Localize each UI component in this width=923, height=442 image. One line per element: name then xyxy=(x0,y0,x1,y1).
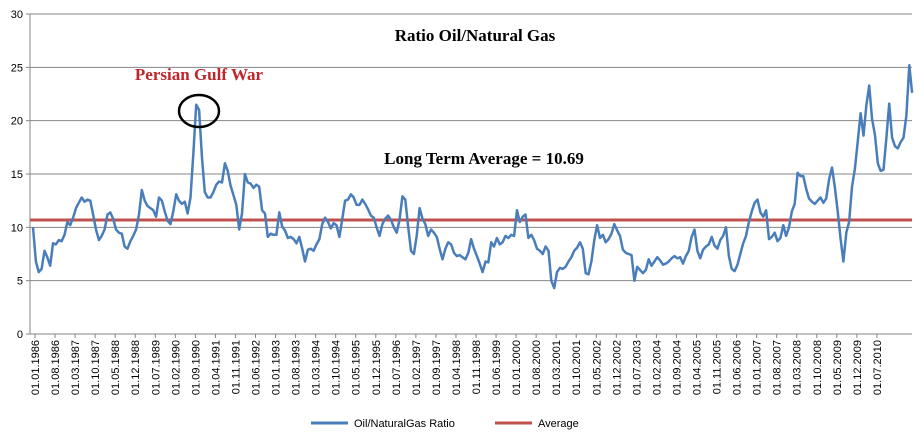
x-tick-label: 01.01.2000 xyxy=(511,340,523,395)
x-tick-label: 01.07.2003 xyxy=(631,340,643,395)
x-tick-label: 01.12.1995 xyxy=(371,340,383,395)
x-tick-label: 01.11.2005 xyxy=(712,340,724,394)
legend-label-average: Average xyxy=(538,418,579,430)
x-tick-label: 01.09.1997 xyxy=(431,340,443,395)
y-tick-label: 30 xyxy=(11,9,23,21)
x-axis-ticks: 01.01.1986 01.08.1986 01.03.1987 01.10.1987… xyxy=(30,334,884,395)
x-tick-label: 01.10.1987 xyxy=(90,340,102,395)
x-tick-label: 01.03.2001 xyxy=(551,340,563,395)
x-tick-label: 01.01.1986 xyxy=(30,340,42,395)
x-tick-label: 01.11.1991 xyxy=(230,340,242,394)
x-tick-label: 01.10.2008 xyxy=(812,340,824,395)
x-tick-label: 01.08.1986 xyxy=(50,340,62,395)
x-tick-label: 01.01.1993 xyxy=(271,340,283,395)
x-tick-label: 01.04.1991 xyxy=(210,340,222,395)
y-tick-label: 0 xyxy=(17,329,23,341)
x-tick-label: 01.12.2009 xyxy=(852,340,864,395)
x-tick-label: 01.12.2002 xyxy=(611,340,623,395)
x-tick-label: 01.04.1998 xyxy=(451,340,463,395)
long-term-average-label: Long Term Average = 10.69 xyxy=(384,149,584,168)
x-tick-label: 01.02.1997 xyxy=(411,340,423,395)
x-tick-label: 01.06.1992 xyxy=(251,340,263,395)
ratio-series xyxy=(31,63,914,290)
persian-gulf-war-circle xyxy=(177,93,221,129)
x-tick-label: 01.10.2001 xyxy=(571,340,583,395)
legend-label-ratio: Oil/NaturalGas Ratio xyxy=(354,418,455,430)
x-tick-label: 01.05.1988 xyxy=(110,340,122,395)
x-tick-label: 01.05.2002 xyxy=(591,340,603,395)
x-tick-label: 01.04.2005 xyxy=(692,340,704,395)
y-tick-label: 25 xyxy=(11,62,23,74)
x-tick-label: 01.03.1994 xyxy=(311,340,323,395)
x-tick-label: 01.03.1987 xyxy=(70,340,82,395)
x-tick-label: 01.05.1995 xyxy=(351,340,363,395)
x-tick-label: 01.03.2008 xyxy=(792,340,804,395)
ratio-line xyxy=(31,63,914,290)
y-tick-label: 5 xyxy=(17,276,23,288)
x-tick-label: 01.06.2006 xyxy=(732,340,744,395)
y-tick-label: 20 xyxy=(11,116,23,128)
y-axis-ticks: 0 5 10 15 20 25 30 xyxy=(11,9,30,341)
x-tick-label: 01.08.1993 xyxy=(291,340,303,395)
x-tick-label: 01.09.2004 xyxy=(671,340,683,395)
x-tick-label: 01.02.2004 xyxy=(651,340,663,395)
x-tick-label: 01.01.2007 xyxy=(752,340,764,395)
x-tick-label: 01.02.1990 xyxy=(170,340,182,395)
persian-gulf-war-label: Persian Gulf War xyxy=(135,65,264,84)
x-tick-label: 01.05.2009 xyxy=(832,340,844,395)
x-tick-label: 01.08.2007 xyxy=(772,340,784,395)
x-tick-label: 01.12.1988 xyxy=(130,340,142,395)
x-tick-label: 01.06.1999 xyxy=(491,340,503,395)
chart-title: Ratio Oil/Natural Gas xyxy=(395,26,556,45)
x-tick-label: 01.07.2010 xyxy=(872,340,884,395)
x-tick-label: 01.09.1990 xyxy=(190,340,202,395)
y-tick-label: 10 xyxy=(11,222,23,234)
x-tick-label: 01.10.1994 xyxy=(331,340,343,395)
legend: Oil/NaturalGas Ratio Average xyxy=(311,418,579,430)
y-tick-label: 15 xyxy=(11,169,23,181)
x-tick-label: 01.07.1989 xyxy=(150,340,162,395)
x-tick-label: 01.08.2000 xyxy=(531,340,543,395)
grid-lines xyxy=(30,13,912,282)
x-tick-label: 01.07.1996 xyxy=(391,340,403,395)
x-tick-label: 01.11.1998 xyxy=(471,340,483,394)
